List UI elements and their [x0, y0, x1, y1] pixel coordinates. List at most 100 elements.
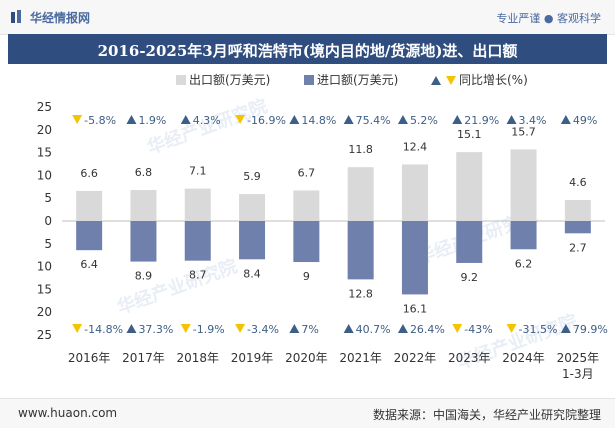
import-growth-label: -43%	[464, 323, 492, 336]
export-growth-label: 4.3%	[193, 114, 221, 127]
data-source: 数据来源：中国海关，华经产业研究院整理	[372, 408, 601, 422]
x-category-label: 2021年	[339, 351, 382, 365]
export-bar	[76, 190, 103, 221]
brand-name: 华经情报网	[30, 11, 91, 25]
export-value-label: 12.4	[403, 140, 428, 153]
x-category-label: 1-3月	[562, 367, 594, 381]
import-growth-triangle-icon	[343, 324, 354, 333]
x-category-label: 2018年	[176, 351, 219, 365]
export-value-label: 5.9	[243, 170, 261, 183]
y-tick-label: 20	[37, 123, 52, 137]
import-value-label: 2.7	[569, 241, 587, 254]
import-value-label: 12.8	[348, 287, 373, 300]
brand-logo-icon	[11, 10, 21, 23]
import-bar	[76, 221, 103, 251]
import-growth-label: -1.9%	[193, 323, 225, 336]
import-value-label: 6.4	[80, 258, 98, 271]
export-growth-label: 75.4%	[356, 114, 391, 127]
watermark-text: 华经产业研究院	[114, 255, 240, 319]
export-growth-label: 1.9%	[138, 114, 166, 127]
export-bar	[510, 149, 537, 221]
import-growth-triangle-icon	[506, 324, 517, 333]
y-tick-label: 5	[44, 237, 52, 251]
x-category-label: 2019年	[231, 351, 274, 365]
footer: www.huaon.com 数据来源：中国海关，华经产业研究院整理	[0, 398, 615, 428]
x-category-label: 2020年	[285, 351, 328, 365]
export-bar	[401, 164, 428, 221]
export-growth-label: 3.4%	[519, 114, 547, 127]
export-growth-label: 5.2%	[410, 114, 438, 127]
export-bar	[293, 190, 320, 221]
export-value-label: 7.1	[189, 165, 207, 178]
chart-title: 2016-2025年3月呼和浩特市(境内目的地/货源地)进、出口额	[97, 42, 518, 60]
import-bar	[347, 221, 374, 280]
x-category-label: 2024年	[502, 351, 545, 365]
x-category-label: 2017年	[122, 351, 165, 365]
legend-export-swatch	[176, 75, 186, 85]
x-category-label: 2022年	[394, 351, 437, 365]
import-growth-triangle-icon	[452, 324, 463, 333]
legend-up-triangle-icon	[431, 76, 441, 85]
import-growth-label: 26.4%	[410, 323, 445, 336]
y-tick-label: 0	[44, 214, 52, 228]
export-growth-triangle-icon	[343, 115, 354, 124]
y-tick-label: 10	[37, 260, 52, 274]
import-value-label: 8.4	[243, 267, 261, 280]
import-growth-triangle-icon	[126, 324, 137, 333]
import-value-label: 16.1	[403, 302, 428, 315]
y-tick-label: 25	[37, 100, 52, 114]
export-bar	[347, 167, 374, 221]
y-tick-label: 10	[37, 168, 52, 182]
legend-import-swatch	[304, 75, 314, 85]
legend-down-triangle-icon	[446, 76, 456, 85]
legend-growth-label: 同比增长(%)	[459, 73, 528, 87]
import-bar	[456, 221, 483, 263]
export-growth-triangle-icon	[397, 115, 408, 124]
website-link[interactable]: www.huaon.com	[18, 406, 118, 420]
export-value-label: 4.6	[569, 176, 587, 189]
import-bar	[130, 221, 157, 262]
y-tick-label: 15	[37, 146, 52, 160]
export-growth-triangle-icon	[235, 115, 246, 124]
chart: 华经产业研究院华经产业研究院华经产业研究院华经产业研究院 出口额(万美元)进口额…	[37, 73, 608, 381]
import-growth-label: 79.9%	[573, 323, 608, 336]
export-growth-triangle-icon	[452, 115, 463, 124]
export-bar	[456, 152, 483, 221]
y-tick-label: 25	[37, 328, 52, 342]
x-category-label: 2023年	[448, 351, 491, 365]
export-growth-triangle-icon	[126, 115, 137, 124]
y-tick-label: 20	[37, 305, 52, 319]
import-growth-triangle-icon	[235, 324, 246, 333]
export-growth-triangle-icon	[72, 115, 83, 124]
import-value-label: 9	[303, 270, 310, 283]
import-bar	[401, 221, 428, 295]
import-growth-triangle-icon	[180, 324, 191, 333]
import-value-label: 9.2	[461, 271, 479, 284]
export-value-label: 6.8	[135, 166, 153, 179]
export-value-label: 11.8	[348, 143, 373, 156]
export-bar	[130, 189, 157, 221]
top-bar: 华经情报网 专业严谨 ● 客观科学	[0, 0, 615, 35]
import-value-label: 8.7	[189, 269, 207, 282]
export-value-label: 6.6	[80, 167, 98, 180]
import-bar	[564, 221, 591, 234]
x-category-label: 2025年	[557, 351, 600, 365]
export-growth-label: 14.8%	[301, 114, 336, 127]
import-growth-triangle-icon	[397, 324, 408, 333]
title-bar: 2016-2025年3月呼和浩特市(境内目的地/货源地)进、出口额	[8, 34, 607, 64]
import-bar	[293, 221, 320, 263]
export-growth-label: -5.8%	[84, 114, 116, 127]
import-growth-label: 40.7%	[356, 323, 391, 336]
export-value-label: 15.7	[511, 125, 536, 138]
import-value-label: 8.9	[135, 270, 153, 283]
export-growth-label: -16.9%	[247, 114, 286, 127]
export-growth-label: 49%	[573, 114, 597, 127]
y-tick-label: 15	[37, 282, 52, 296]
import-growth-triangle-icon	[72, 324, 83, 333]
import-growth-triangle-icon	[289, 324, 300, 333]
export-growth-triangle-icon	[180, 115, 191, 124]
export-growth-label: 21.9%	[464, 114, 499, 127]
legend-import-label: 进口额(万美元)	[317, 73, 398, 87]
x-category-label: 2016年	[68, 351, 111, 365]
import-bar	[510, 221, 537, 250]
